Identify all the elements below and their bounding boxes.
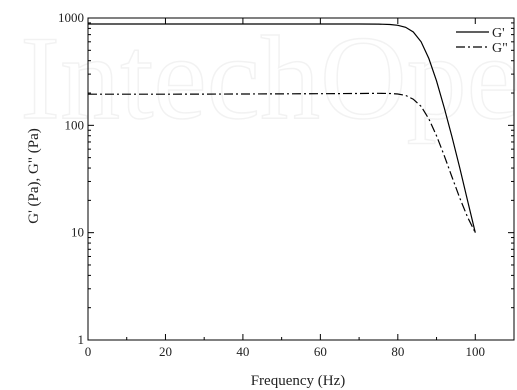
y-tick-label: 1 [78, 332, 85, 347]
y-tick-label: 1000 [58, 10, 84, 25]
x-tick-label: 80 [391, 344, 404, 359]
y-tick-label: 100 [65, 117, 85, 132]
x-tick-label: 0 [85, 344, 92, 359]
plot-frame [87, 17, 515, 341]
x-tick-label: 20 [159, 344, 172, 359]
y-axis-label: G' (Pa), G" (Pa) [26, 128, 42, 223]
x-axis-label: Frequency (Hz) [251, 373, 346, 389]
legend-label: G" [492, 41, 508, 56]
watermark-text: IntechOpen [20, 11, 517, 144]
y-tick-label: 10 [71, 225, 84, 240]
watermark: IntechOpen [19, 10, 517, 145]
x-tick-label: 100 [466, 344, 486, 359]
legend-label: G' [492, 26, 505, 41]
x-tick-label: 60 [314, 344, 327, 359]
series-line-g-prime [88, 23, 476, 233]
plot-area: 0 20 40 60 80 100 1 10 100 1000 G'G" [58, 10, 515, 359]
x-tick-label: 40 [236, 344, 249, 359]
